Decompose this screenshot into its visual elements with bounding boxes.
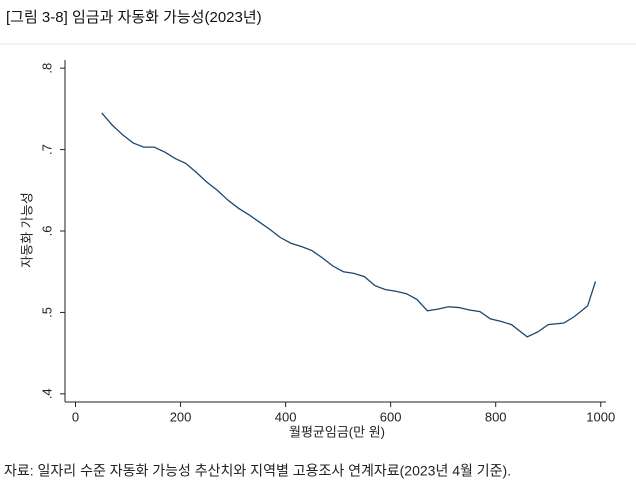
x-tick-label: 200 [170,409,192,424]
x-tick-label: 600 [380,409,402,424]
y-tick-label: .8 [39,63,54,74]
x-tick-label: 400 [275,409,297,424]
y-tick-label: .7 [39,144,54,155]
x-tick-label: 1000 [586,409,615,424]
y-tick-label: .4 [39,388,54,399]
x-tick-label: 800 [485,409,507,424]
x-tick-label: 0 [72,409,79,424]
source-note: 자료: 일자리 수준 자동화 가능성 추산치와 지역별 고용조사 연계자료(20… [4,463,511,479]
x-axis-label: 월평균임금(만 원) [289,424,385,439]
y-tick-label: .5 [39,307,54,318]
y-tick-label: .6 [39,226,54,237]
chart-title: [그림 3-8] 임금과 자동화 가능성(2023년) [6,9,262,26]
y-axis-label: 자동화 가능성 [19,192,34,267]
line-series [101,112,597,338]
